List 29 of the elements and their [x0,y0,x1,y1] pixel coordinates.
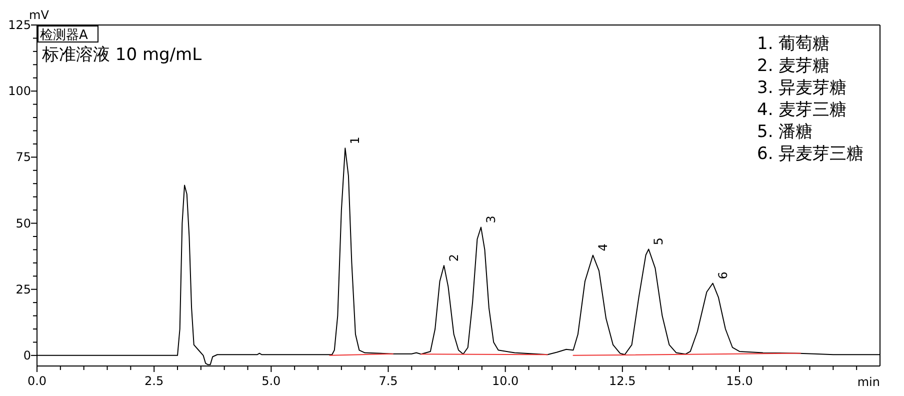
annotation: 6. 异麦芽三糖 [757,144,864,164]
x-tick-label: 12.5 [609,374,636,388]
y-tick-label: 0 [23,348,31,362]
x-tick-label: 2.5 [144,374,164,388]
annotation: 3 [484,216,498,224]
annotation: 3. 异麦芽糖 [757,78,847,98]
x-axis-title: min [857,375,880,389]
annotation: 2. 麦芽糖 [757,56,830,76]
x-tick-label: 0.0 [27,374,47,388]
annotation: 5. 潘糖 [757,122,813,142]
annotation: 5 [652,238,666,246]
x-tick-label: 10.0 [492,374,519,388]
annotation: 6 [716,272,730,280]
y-tick-label: 50 [16,216,31,230]
annotation: 1 [348,136,362,144]
x-tick-label: 15.0 [726,374,753,388]
y-axis-title: mV [29,8,50,22]
y-tick-label: 100 [8,84,31,98]
annotation: 检测器A [40,28,88,43]
x-tick-label: 7.5 [378,374,398,388]
y-tick-label: 25 [16,282,31,296]
annotation: 4. 麦芽三糖 [757,100,847,120]
text: 标准溶液 10 mg/mL [41,45,202,65]
annotation: 1. 葡萄糖 [757,34,830,54]
y-tick-label: 125 [8,18,31,32]
annotation: 4 [596,244,610,252]
x-tick-label: 5.0 [262,374,281,388]
annotation: 2 [446,254,461,262]
y-tick-label: 75 [16,150,31,164]
